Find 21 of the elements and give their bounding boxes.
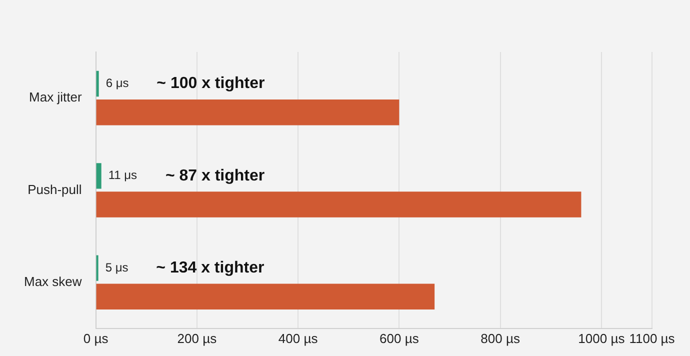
x-tick-label: 1100 µs bbox=[629, 330, 676, 346]
y-tick-label: Max jitter bbox=[29, 90, 82, 105]
data-label: 6 μs bbox=[106, 76, 129, 90]
annotation: ~ 100 x tighter bbox=[156, 75, 265, 92]
data-label: 11 μs bbox=[108, 168, 138, 182]
x-tick-label: 0 µs bbox=[83, 330, 109, 346]
x-tick-label: 1000 µs bbox=[578, 330, 626, 346]
bar bbox=[96, 99, 400, 126]
x-tick-label: 400 µs bbox=[278, 330, 318, 346]
bar bbox=[96, 163, 102, 189]
y-tick-label: Max skew bbox=[24, 274, 82, 289]
y-tick-label: Push-pull bbox=[28, 182, 82, 197]
bar bbox=[96, 284, 435, 310]
x-tick-label: 800 µs bbox=[480, 330, 520, 346]
data-label: 5 μs bbox=[105, 260, 128, 274]
annotation: ~ 87 x tighter bbox=[165, 167, 265, 184]
bar bbox=[96, 192, 582, 218]
annotation: ~ 134 x tighter bbox=[156, 259, 264, 276]
x-tick-label: 600 µs bbox=[380, 330, 420, 346]
x-tick-label: 200 µs bbox=[177, 330, 218, 346]
bar bbox=[96, 70, 99, 97]
